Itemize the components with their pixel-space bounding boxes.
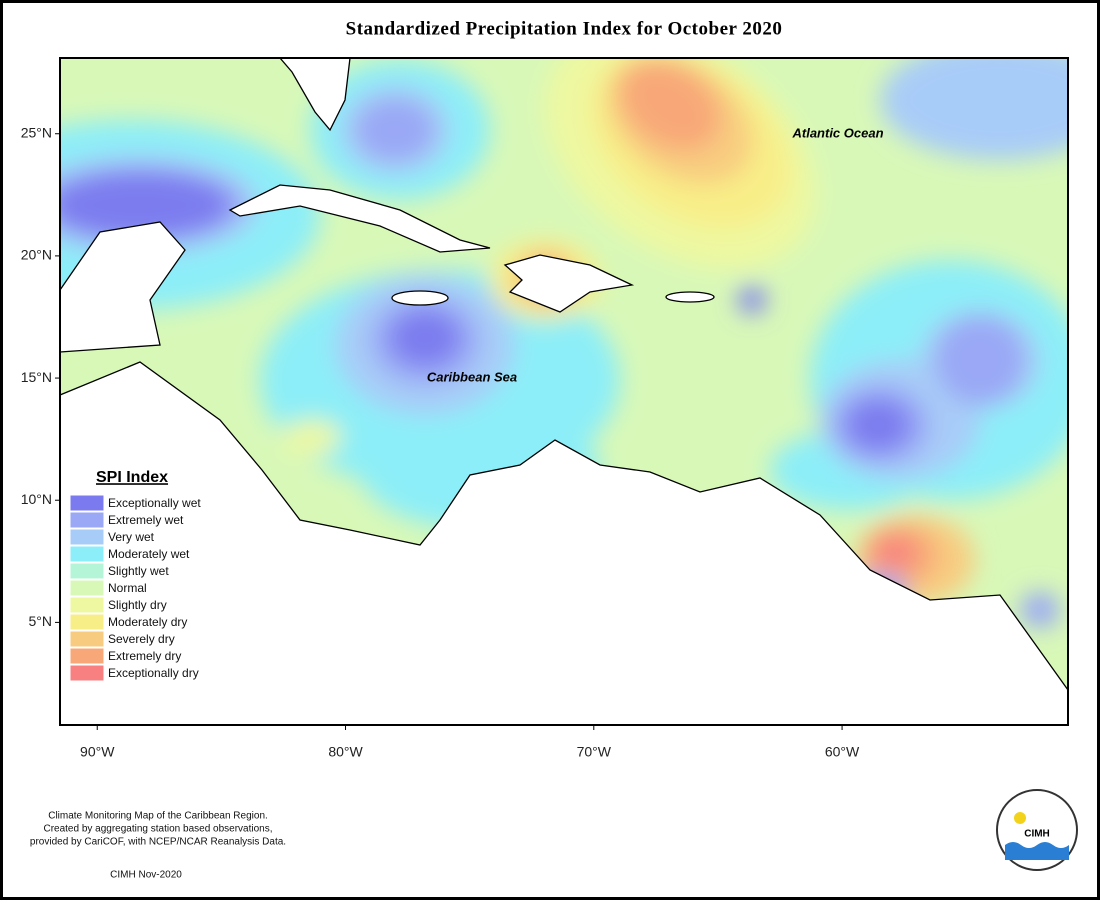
legend-swatch (69, 664, 105, 682)
spi-region (738, 286, 766, 314)
legend: Exceptionally wet Extremely wet Very wet Mo… (69, 494, 201, 682)
lon-tick-label: 70°W (577, 744, 612, 760)
logo-text: CIMH (1024, 829, 1050, 840)
legend-label: Slightly dry (108, 598, 167, 612)
lon-tick-label: 90°W (80, 744, 115, 760)
legend-label: Moderately wet (108, 547, 190, 561)
land-yucatan (60, 221, 186, 353)
ocean-label: Atlantic Ocean (791, 125, 883, 140)
footer-line: Created by aggregating station based obs… (43, 824, 272, 835)
legend-swatch (69, 545, 105, 563)
spi-region (390, 310, 460, 366)
spi-region (880, 58, 1068, 160)
legend-swatch (69, 579, 105, 597)
land-jamaica (391, 290, 449, 306)
spi-region (935, 315, 1025, 405)
land-florida (279, 58, 351, 132)
legend-swatch (69, 647, 105, 665)
legend-label: Normal (108, 581, 147, 595)
legend-swatch (69, 630, 105, 648)
legend-label: Severely dry (108, 632, 175, 646)
land-south-central-america (60, 361, 1068, 725)
spi-region (60, 172, 230, 238)
legend-title: SPI Index (96, 469, 168, 486)
legend-label: Exceptionally dry (108, 666, 199, 680)
lat-tick-label: 25°N (21, 124, 52, 140)
lat-tick-label: 20°N (21, 247, 52, 263)
legend-swatch (69, 613, 105, 631)
map-frame (59, 57, 1069, 726)
footer: Climate Monitoring Map of the Caribbean … (30, 811, 286, 881)
lon-tick-label: 80°W (328, 744, 363, 760)
legend-label: Very wet (108, 530, 155, 544)
legend-swatch (69, 494, 105, 512)
logo-sun (1014, 812, 1026, 824)
sea-label: Caribbean Sea (427, 369, 517, 384)
land-cuba (228, 184, 491, 253)
footer-line: provided by CariCOF, with NCEP/NCAR Rean… (30, 837, 286, 848)
spi-region (846, 399, 910, 451)
legend-swatch (69, 528, 105, 546)
legend-swatch (69, 511, 105, 529)
spi-region (355, 98, 435, 162)
spi-region (875, 537, 915, 567)
legend-swatch (69, 562, 105, 580)
land (60, 58, 1068, 725)
legend-label: Extremely wet (108, 513, 184, 527)
land-hispaniola (503, 254, 635, 313)
title: Standardized Precipitation Index for Oct… (346, 18, 783, 39)
footer-credit: CIMH Nov-2020 (110, 870, 182, 881)
spi-region (282, 419, 342, 455)
legend-label: Extremely dry (108, 649, 181, 663)
spi-region (619, 59, 721, 151)
lat-tick-label: 15°N (21, 369, 52, 385)
lon-tick-label: 60°W (825, 744, 860, 760)
logo-water (1005, 842, 1069, 860)
lat-tick-label: 10°N (21, 491, 52, 507)
land-puerto-rico (665, 291, 715, 303)
spi-region (1020, 592, 1060, 628)
legend-label: Exceptionally wet (108, 496, 201, 510)
footer-line: Climate Monitoring Map of the Caribbean … (48, 811, 268, 822)
legend-label: Moderately dry (108, 615, 187, 629)
legend-swatch (69, 596, 105, 614)
lat-tick-label: 5°N (29, 613, 53, 629)
legend-label: Slightly wet (108, 564, 169, 578)
